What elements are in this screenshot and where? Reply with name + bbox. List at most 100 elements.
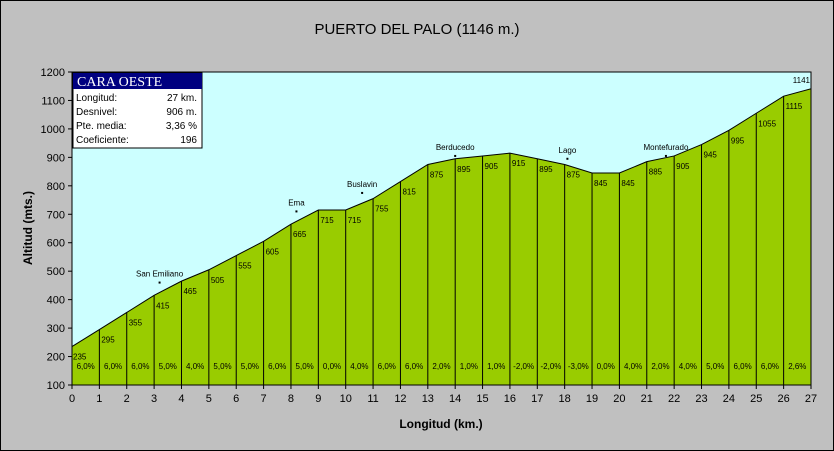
gradient-label: 2,0% [651, 362, 669, 371]
x-tick-label: 17 [531, 393, 543, 405]
gradient-label: 1,0% [487, 362, 505, 371]
x-axis-title: Longitud (km.) [399, 417, 482, 431]
gradient-label: 6,0% [131, 362, 149, 371]
x-tick-label: 8 [288, 393, 294, 405]
gradient-label: 4,0% [350, 362, 368, 371]
altitude-label: 355 [129, 318, 143, 327]
info-label-longitud: Longitud: [76, 93, 117, 104]
info-label-coeficiente: Coeficiente: [76, 135, 129, 146]
gradient-label: 5,0% [159, 362, 177, 371]
x-tick-label: 20 [613, 393, 625, 405]
altitude-label: 1141 [793, 76, 811, 85]
gradient-label: 6,0% [104, 362, 122, 371]
gradient-label: -3,0% [568, 362, 589, 371]
gradient-label: 2,0% [432, 362, 450, 371]
place-name-label: Ema [288, 198, 305, 207]
x-tick-label: 9 [315, 393, 321, 405]
altitude-label: 555 [238, 262, 252, 271]
y-tick-label: 800 [47, 181, 65, 193]
altitude-label: 415 [156, 301, 170, 310]
gradient-label: 5,0% [706, 362, 724, 371]
x-tick-label: 0 [69, 393, 75, 405]
place-name-label: Buslavin [347, 180, 377, 189]
gradient-label: 4,0% [186, 362, 204, 371]
x-tick-label: 6 [233, 393, 239, 405]
x-tick-label: 2 [124, 393, 130, 405]
gradient-label: -2,0% [513, 362, 534, 371]
x-tick-label: 16 [504, 393, 516, 405]
altitude-label: 905 [485, 162, 499, 171]
chart-title: PUERTO DEL PALO (1146 m.) [314, 21, 519, 38]
place-marker [361, 191, 364, 194]
altitude-label: 995 [731, 136, 745, 145]
x-tick-label: 27 [805, 393, 817, 405]
altitude-label: 755 [375, 205, 389, 214]
place-marker [566, 157, 569, 160]
altitude-label: 235 [73, 353, 87, 362]
gradient-label: 0,0% [323, 362, 341, 371]
x-tick-label: 3 [151, 393, 157, 405]
y-tick-label: 100 [47, 380, 65, 392]
x-tick-label: 26 [778, 393, 790, 405]
place-name-label: San Emiliano [136, 270, 184, 279]
x-tick-label: 7 [261, 393, 267, 405]
x-tick-label: 18 [559, 393, 571, 405]
x-tick-label: 19 [586, 393, 598, 405]
gradient-label: 0,0% [597, 362, 615, 371]
y-tick-label: 400 [47, 295, 65, 307]
info-value-coeficiente: 196 [180, 135, 197, 146]
x-tick-label: 25 [750, 393, 762, 405]
gradient-label: 4,0% [624, 362, 642, 371]
altitude-label: 605 [266, 247, 280, 256]
place-marker [158, 281, 161, 284]
info-value-longitud: 27 km. [167, 93, 197, 104]
x-tick-label: 12 [394, 393, 406, 405]
gradient-label: 6,0% [405, 362, 423, 371]
x-tick-label: 4 [178, 393, 184, 405]
place-marker [664, 154, 667, 157]
altitude-label: 1055 [758, 119, 776, 128]
gradient-label: 5,0% [213, 362, 231, 371]
place-name-label: Lago [559, 146, 577, 155]
place-marker [454, 154, 457, 157]
x-tick-label: 11 [367, 393, 378, 405]
altitude-label: 295 [101, 336, 115, 345]
altitude-label: 915 [512, 159, 526, 168]
x-tick-label: 10 [340, 393, 352, 405]
y-axis-title: Altitud (mts.) [21, 191, 35, 265]
altitude-label: 875 [430, 170, 444, 179]
gradient-label: 1,0% [460, 362, 478, 371]
altitude-label: 875 [567, 170, 581, 179]
info-value-pendiente: 3,36 % [166, 121, 197, 132]
x-tick-label: 15 [476, 393, 488, 405]
gradient-label: 5,0% [241, 362, 259, 371]
altitude-label: 945 [704, 151, 718, 160]
gradient-label: 6,0% [378, 362, 396, 371]
altitude-label: 845 [594, 179, 608, 188]
altitude-label: 715 [348, 216, 362, 225]
altitude-label: 505 [211, 276, 225, 285]
place-marker [295, 210, 298, 213]
altitude-label: 665 [293, 230, 307, 239]
altitude-label: 1115 [786, 102, 803, 111]
y-tick-label: 1100 [41, 95, 65, 107]
gradient-label: -2,0% [541, 362, 562, 371]
y-tick-label: 200 [47, 352, 65, 364]
gradient-label: 6,0% [77, 362, 95, 371]
info-value-desnivel: 906 m. [166, 107, 197, 118]
y-tick-label: 700 [47, 209, 65, 221]
x-tick-label: 5 [206, 393, 212, 405]
info-label-desnivel: Desnivel: [76, 107, 117, 118]
gradient-label: 2,6% [788, 362, 806, 371]
x-tick-label: 23 [695, 393, 707, 405]
y-tick-label: 1000 [41, 124, 65, 136]
x-tick-label: 1 [96, 393, 102, 405]
gradient-label: 6,0% [761, 362, 779, 371]
x-tick-label: 13 [422, 393, 434, 405]
gradient-label: 5,0% [296, 362, 314, 371]
altitude-label: 715 [320, 216, 334, 225]
place-name-label: Montefurado [643, 143, 688, 152]
x-tick-label: 21 [641, 393, 653, 405]
altitude-label: 895 [539, 165, 553, 174]
